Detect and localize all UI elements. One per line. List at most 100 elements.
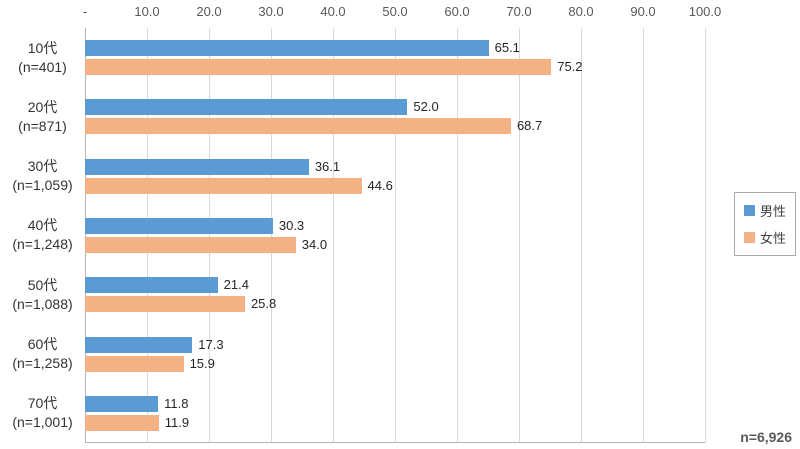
bar	[85, 99, 408, 116]
bar-line: 11.8	[85, 395, 705, 412]
gridline	[457, 28, 458, 443]
bar-value-label: 25.8	[250, 296, 277, 312]
category-label: 30代 (n=1,059)	[0, 147, 85, 206]
bar	[85, 59, 552, 76]
x-tick-label: 20.0	[196, 4, 222, 19]
bar-line: 17.3	[85, 336, 705, 353]
bar	[85, 296, 245, 313]
legend-label: 男性	[759, 204, 786, 219]
bar-value-label: 52.0	[413, 99, 439, 115]
category-name: 30代	[27, 158, 58, 175]
category-labels: 10代 (n=401) 20代 (n=871) 30代 (n=1,059) 40代 (n=1,…	[0, 28, 85, 443]
y-axis-line	[85, 28, 86, 443]
bar-value-label: 75.2	[557, 59, 583, 75]
gridline	[147, 28, 148, 443]
bar	[85, 414, 159, 431]
bar-line: 30.3	[85, 217, 705, 234]
category-label: 60代 (n=1,258)	[0, 324, 85, 383]
category-name: 40代	[27, 217, 58, 234]
bar-group: 11.8 11.9	[85, 384, 705, 443]
x-tick-label: -	[82, 4, 88, 19]
bar-line: 36.1	[85, 158, 705, 175]
bar	[85, 236, 296, 253]
x-tick-label: 60.0	[444, 4, 470, 19]
bar-value-label: 65.1	[494, 40, 520, 56]
category-n: (n=1,248)	[12, 236, 73, 253]
category-n: (n=401)	[18, 58, 67, 75]
category-n: (n=1,059)	[12, 177, 73, 194]
category-label: 20代 (n=871)	[0, 87, 85, 146]
gridline	[643, 28, 644, 443]
legend-items: 男性 女性	[743, 201, 786, 247]
bar-group: 21.4 25.8	[85, 265, 705, 324]
bar-line: 68.7	[85, 118, 705, 135]
bar	[85, 118, 511, 135]
category-n: (n=1,088)	[12, 295, 73, 312]
bar-line: 52.0	[85, 99, 705, 116]
category-name: 10代	[27, 39, 58, 56]
bar-line: 75.2	[85, 59, 705, 76]
bar-line: 44.6	[85, 177, 705, 194]
bar	[85, 336, 193, 353]
bar	[85, 177, 362, 194]
bar-value-label: 30.3	[278, 217, 305, 233]
bar-value-label: 11.8	[164, 395, 189, 411]
gridlines	[85, 28, 706, 443]
bar-group: 52.0 68.7	[85, 87, 705, 146]
bar	[85, 277, 218, 294]
bar-group: 65.1 75.2	[85, 28, 705, 87]
legend: 男性 女性	[733, 192, 796, 256]
gridline	[271, 28, 272, 443]
x-axis-line	[85, 442, 705, 443]
bar-value-label: 21.4	[223, 277, 249, 293]
bar-group: 30.3 34.0	[85, 206, 705, 265]
bar-value-label: 36.1	[314, 158, 341, 174]
x-tick-label: 100.0	[688, 4, 722, 19]
legend-swatch	[743, 205, 755, 216]
category-name: 20代	[27, 98, 58, 115]
category-name: 50代	[27, 276, 58, 293]
gridline	[209, 28, 210, 443]
category-label: 70代 (n=1,001)	[0, 384, 85, 443]
bar-line: 21.4	[85, 277, 705, 294]
bar	[85, 158, 309, 175]
category-label: 10代 (n=401)	[0, 28, 85, 87]
bar-group: 36.1 44.6	[85, 147, 705, 206]
x-axis-ticks: - 10.0 20.0 30.0 40.0 50.0 60.0 70.0 80.0 90.0 100…	[82, 4, 721, 20]
x-tick-label: 10.0	[134, 4, 160, 19]
bar-line: 11.9	[85, 414, 705, 431]
gridline	[581, 28, 582, 443]
bar	[85, 395, 159, 412]
category-label: 40代 (n=1,248)	[0, 206, 85, 265]
bar-line: 15.9	[85, 355, 705, 372]
category-n: (n=1,001)	[12, 414, 73, 431]
category-name: 60代	[27, 336, 58, 353]
x-tick-label: 90.0	[630, 4, 656, 19]
bar-value-label: 17.3	[198, 336, 224, 352]
plot-area: 65.1 75.2 52.0 68.7 36.1 44.6 30.3 34.0 21.4 25.8…	[85, 28, 706, 443]
category-name: 70代	[27, 395, 58, 412]
category-n: (n=1,258)	[12, 355, 73, 372]
category-label: 50代 (n=1,088)	[0, 265, 85, 324]
bar-line: 34.0	[85, 236, 705, 253]
category-n: (n=871)	[18, 117, 67, 134]
x-tick-label: 80.0	[568, 4, 594, 19]
x-tick-label: 40.0	[320, 4, 346, 19]
bar-value-label: 34.0	[301, 236, 328, 252]
bar	[85, 355, 184, 372]
bar-value-label: 44.6	[367, 177, 393, 193]
x-tick-label: 70.0	[506, 4, 532, 19]
bar-group: 17.3 15.9	[85, 324, 705, 383]
bar	[85, 40, 489, 57]
total-n-note: n=6,926	[740, 429, 792, 445]
gridline	[333, 28, 334, 443]
bar-value-label: 15.9	[189, 355, 215, 371]
legend-swatch	[743, 232, 755, 243]
bar-rows: 65.1 75.2 52.0 68.7 36.1 44.6 30.3 34.0 21.4 25.8…	[85, 28, 705, 443]
bar-value-label: 11.9	[164, 414, 190, 430]
bar-value-label: 68.7	[516, 118, 543, 134]
gridline	[395, 28, 396, 443]
bar	[85, 217, 273, 234]
x-tick-label: 30.0	[258, 4, 284, 19]
gridline	[519, 28, 520, 443]
